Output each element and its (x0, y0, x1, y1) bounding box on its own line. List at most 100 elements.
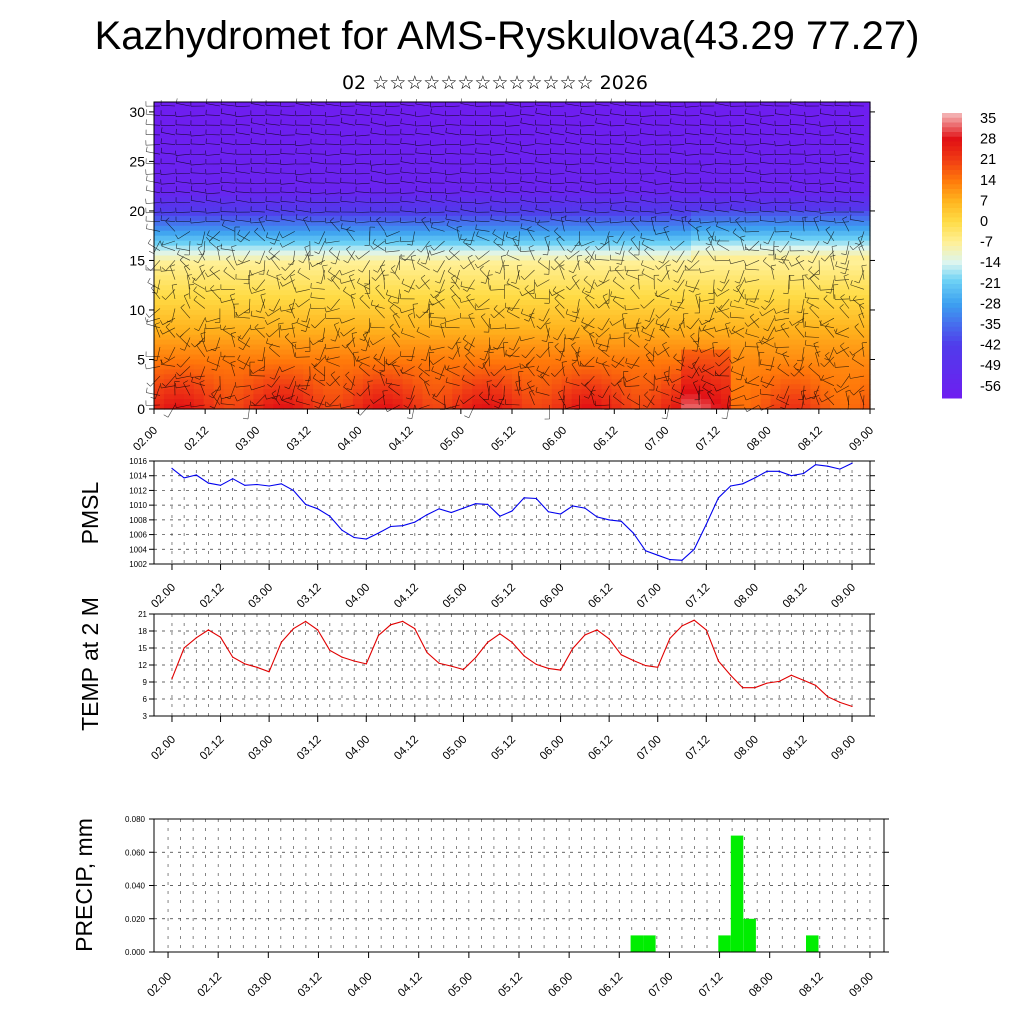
heatmap-cell (521, 220, 533, 227)
heatmap-cell (710, 394, 722, 400)
heatmap-cell (193, 265, 205, 271)
wind-barb (216, 356, 221, 371)
heatmap-cell (591, 295, 603, 301)
heatmap-cell (750, 399, 762, 405)
heatmap-cell (521, 166, 533, 172)
heatmap-cell (661, 156, 672, 163)
heatmap-cell (193, 131, 205, 138)
heatmap-cell (253, 374, 264, 380)
heatmap-cell (253, 275, 264, 281)
heatmap-cell (273, 245, 284, 252)
heatmap-cell (372, 225, 384, 232)
heatmap-cell (253, 230, 264, 237)
heatmap-cell (154, 250, 165, 257)
heatmap-cell (462, 309, 473, 316)
heatmap-cell (641, 215, 652, 222)
heatmap-cell (173, 339, 185, 346)
heatmap-cell (432, 309, 443, 316)
heatmap-cell (591, 260, 603, 266)
heatmap-cell (651, 255, 662, 262)
heatmap-cell (323, 280, 334, 286)
heatmap-cell (521, 215, 533, 222)
wind-barb-flag (205, 236, 210, 242)
heatmap-cell (681, 334, 692, 341)
heatmap-cell (760, 201, 772, 207)
heatmap-cell (631, 210, 642, 217)
heatmap-cell (223, 102, 235, 108)
heatmap-cell (611, 151, 622, 158)
heatmap-cell (263, 176, 274, 182)
wind-barb (260, 295, 266, 309)
heatmap-cell (273, 220, 284, 227)
heatmap-cell (860, 309, 871, 316)
heatmap-cell (531, 126, 543, 133)
heatmap-cell (541, 334, 553, 341)
heatmap-cell (860, 369, 871, 375)
heatmap-cell (730, 215, 742, 222)
heatmap-cell (372, 319, 384, 326)
wind-barb (211, 393, 221, 406)
heatmap-cell (571, 235, 583, 242)
heatmap-cell (362, 220, 374, 227)
heatmap-cell (372, 295, 384, 301)
heatmap-cell (193, 116, 205, 123)
heatmap-cell (173, 146, 185, 153)
heatmap-cell (641, 389, 652, 395)
heatmap-cell (223, 404, 235, 410)
heatmap-cell (442, 275, 453, 281)
heatmap-cell (581, 111, 593, 118)
heatmap-cell (392, 240, 404, 247)
heatmap-cell (472, 399, 483, 405)
heatmap-cell (760, 205, 772, 212)
heatmap-cell (621, 374, 632, 380)
heatmap-cell (601, 324, 613, 331)
heatmap-cell (313, 102, 324, 108)
heatmap-cell (810, 260, 821, 266)
heatmap-cell (273, 106, 284, 113)
heatmap-cell (472, 295, 483, 301)
heatmap-cell (730, 260, 742, 266)
heatmap-cell (323, 309, 334, 316)
heatmap-cell (531, 255, 543, 262)
heatmap-cell (860, 364, 871, 370)
heatmap-cell (551, 250, 563, 257)
heatmap-cell (830, 126, 841, 133)
heatmap-cell (681, 245, 692, 252)
heatmap-cell (810, 205, 821, 212)
heatmap-cell (462, 141, 473, 148)
heatmap-cell (452, 295, 463, 301)
heatmap-cell (651, 240, 662, 247)
heatmap-cell (183, 305, 195, 311)
heatmap-cell (223, 245, 235, 252)
heatmap-cell (502, 166, 513, 172)
heatmap-cell (293, 240, 304, 247)
heatmap-cell (173, 394, 185, 400)
heatmap-cell (313, 334, 324, 341)
heatmap-cell (183, 344, 195, 351)
heatmap-cell (442, 176, 453, 182)
heatmap-cell (860, 210, 871, 217)
heatmap-cell (810, 156, 821, 163)
heatmap-cell (750, 111, 762, 118)
heatmap-cell (780, 166, 792, 172)
heatmap-cell (521, 270, 533, 276)
wind-barb-flag (194, 328, 199, 331)
heatmap-cell (770, 305, 782, 311)
wind-barb (255, 279, 266, 291)
heatmap-cell (472, 374, 483, 380)
wind-barb-flag (166, 320, 172, 323)
heatmap-cell (492, 196, 503, 202)
heatmap-cell (442, 240, 453, 247)
heatmap-cell (581, 344, 593, 351)
heatmap-cell (671, 126, 682, 133)
heatmap-cell (323, 364, 334, 370)
wind-barb-flag (235, 127, 238, 133)
heatmap-cell (820, 255, 831, 262)
heatmap-cell (621, 265, 632, 271)
heatmap-cell (541, 255, 553, 262)
wind-barb (195, 269, 206, 281)
heatmap-cell (263, 290, 274, 296)
heatmap-cell (611, 156, 622, 163)
wind-barb-flag (190, 372, 192, 378)
heatmap-cell (512, 186, 523, 192)
